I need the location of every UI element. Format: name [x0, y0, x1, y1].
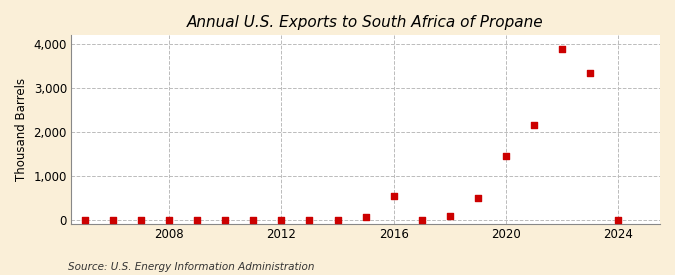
Point — [136, 218, 146, 222]
Point — [248, 218, 259, 222]
Point — [360, 215, 371, 220]
Point — [108, 218, 119, 222]
Point — [444, 213, 455, 218]
Point — [192, 218, 202, 222]
Point — [304, 218, 315, 222]
Point — [500, 154, 511, 158]
Y-axis label: Thousand Barrels: Thousand Barrels — [15, 78, 28, 181]
Point — [416, 218, 427, 222]
Point — [472, 196, 483, 200]
Point — [80, 218, 90, 222]
Point — [332, 218, 343, 222]
Point — [612, 218, 623, 222]
Title: Annual U.S. Exports to South Africa of Propane: Annual U.S. Exports to South Africa of P… — [187, 15, 544, 30]
Point — [52, 218, 63, 222]
Text: Source: U.S. Energy Information Administration: Source: U.S. Energy Information Administ… — [68, 262, 314, 272]
Point — [529, 123, 539, 128]
Point — [388, 194, 399, 198]
Point — [556, 46, 567, 51]
Point — [585, 70, 595, 75]
Point — [220, 218, 231, 222]
Point — [276, 218, 287, 222]
Point — [164, 218, 175, 222]
